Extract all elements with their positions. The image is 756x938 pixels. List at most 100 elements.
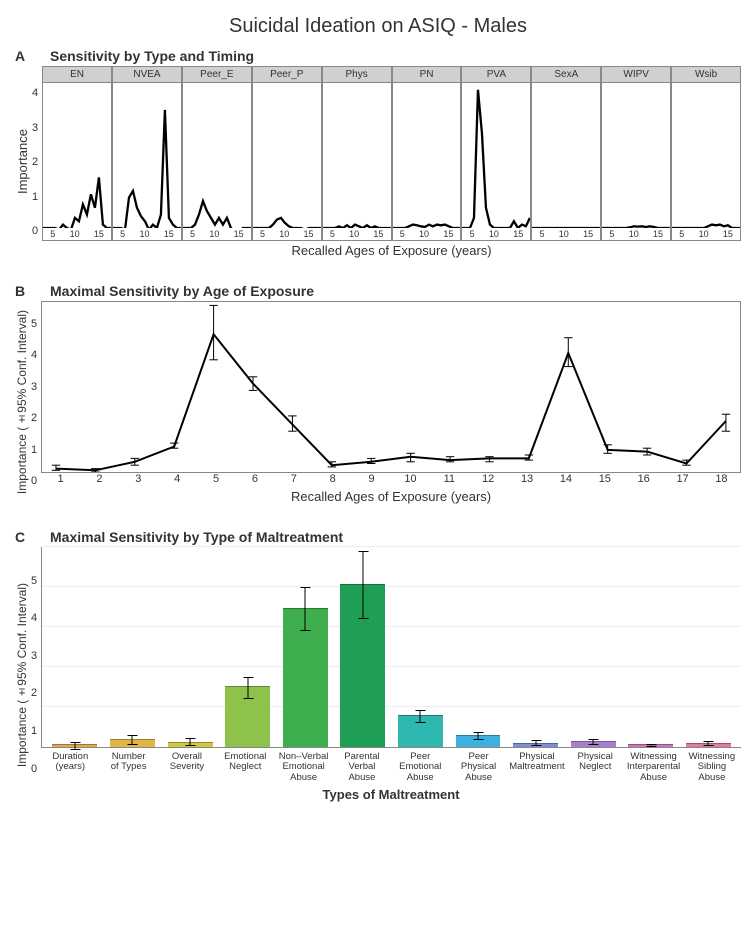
facet-plot: [602, 83, 670, 228]
facet-plot: [183, 83, 251, 228]
bar-xtick: Non–VerbalEmotionalAbuse: [274, 752, 332, 783]
xtick: 5: [120, 229, 125, 239]
panel-c-yticks: 543210: [31, 575, 41, 775]
xtick: 18: [702, 473, 741, 485]
bar-xtick: PhysicalNeglect: [566, 752, 624, 783]
xtick: 10: [699, 229, 709, 239]
panel-a-xlabel: Recalled Ages of Exposure (years): [42, 243, 741, 258]
facet-header: NVEA: [113, 67, 181, 83]
xtick: 15: [94, 229, 104, 239]
xtick: 15: [513, 229, 523, 239]
facet-header: Phys: [323, 67, 391, 83]
facet-plot: [672, 83, 740, 228]
bar-slot: [392, 547, 450, 747]
xtick: 5: [609, 229, 614, 239]
facet-PVA: PVA 5 10 15: [461, 66, 531, 241]
xtick: 4: [158, 473, 197, 485]
panel-c-xticks: Duration(years)Numberof TypesOverallSeve…: [41, 752, 741, 783]
bar-slot: [679, 547, 737, 747]
error-bar: [708, 741, 709, 746]
facet-Peer_P: Peer_P51015: [252, 66, 322, 241]
bar-slot: [46, 547, 104, 747]
error-bar: [362, 551, 363, 619]
xtick: 5: [400, 229, 405, 239]
ytick: 4: [31, 612, 37, 624]
xtick: 12: [469, 473, 508, 485]
bar-xtick: PeerPhysicalAbuse: [449, 752, 507, 783]
facet-plot: [323, 83, 391, 228]
xtick: 5: [260, 229, 265, 239]
error-bar: [420, 710, 421, 723]
xtick: 17: [663, 473, 702, 485]
xtick: 15: [585, 473, 624, 485]
ytick: 2: [32, 156, 38, 168]
facet-header: EN: [43, 67, 111, 83]
facet-NVEA: NVEA 51015: [112, 66, 182, 241]
ytick: 2: [31, 412, 37, 424]
panel-b-xlabel: Recalled Ages of Exposure (years): [41, 489, 741, 504]
facet-xticks: 51015: [183, 228, 251, 240]
ytick: 1: [32, 191, 38, 203]
xtick: 13: [508, 473, 547, 485]
bar-xtick: WitnessingInterparentalAbuse: [624, 752, 682, 783]
bar-slot: [334, 547, 392, 747]
xtick: 11: [430, 473, 469, 485]
panel-c-label: C: [15, 529, 25, 545]
xtick: 5: [679, 229, 684, 239]
ytick: 0: [31, 763, 37, 775]
panel-c-title: Maximal Sensitivity by Type of Maltreatm…: [50, 529, 741, 545]
xtick: 1: [41, 473, 80, 485]
bar-slot: [449, 547, 507, 747]
bar-xtick: WitnessingSiblingAbuse: [683, 752, 741, 783]
ytick: 4: [31, 349, 37, 361]
facet-header: PVA: [462, 67, 530, 83]
facet-Phys: Phys 51015: [322, 66, 392, 241]
xtick: 5: [197, 473, 236, 485]
facet-Peer_E: Peer_E 51015: [182, 66, 252, 241]
ytick: 2: [31, 687, 37, 699]
main-title: Suicidal Ideation on ASIQ - Males: [15, 15, 741, 38]
panel-c: C Maximal Sensitivity by Type of Maltrea…: [15, 529, 741, 802]
facet-plot: [113, 83, 181, 228]
error-bar: [477, 732, 478, 740]
xtick: 10: [419, 229, 429, 239]
facet-xticks: 51015: [323, 228, 391, 240]
xtick: 5: [540, 229, 545, 239]
bar-xtick: PeerEmotionalAbuse: [391, 752, 449, 783]
panel-b: B Maximal Sensitivity by Age of Exposure…: [15, 283, 741, 504]
xtick: 5: [470, 229, 475, 239]
xtick: 10: [489, 229, 499, 239]
ytick: 3: [31, 381, 37, 393]
ytick: 5: [31, 318, 37, 330]
xtick: 15: [583, 229, 593, 239]
panel-b-plot: [41, 301, 741, 473]
ytick: 0: [32, 225, 38, 237]
panel-a: A Sensitivity by Type and Timing Importa…: [15, 48, 741, 258]
ytick: 5: [31, 575, 37, 587]
panel-b-xticks: 123456789101112131415161718: [41, 473, 741, 485]
ytick: 4: [32, 87, 38, 99]
facet-xticks: 51015: [602, 228, 670, 240]
error-bar: [305, 587, 306, 631]
xtick: 5: [190, 229, 195, 239]
facet-xticks: 51015: [113, 228, 181, 240]
xtick: 15: [304, 229, 314, 239]
facet-header: Peer_E: [183, 67, 251, 83]
xtick: 15: [164, 229, 174, 239]
facet-Wsib: Wsib51015: [671, 66, 741, 241]
facet-xticks: 5 10 15: [462, 228, 530, 240]
facet-WIPV: WIPV 51015: [601, 66, 671, 241]
bar-slot: [507, 547, 565, 747]
error-bar: [74, 742, 75, 750]
facet-SexA: SexA51015: [531, 66, 601, 241]
panel-b-ylabel: Importance (±95% Conf. Interval): [15, 310, 29, 494]
ytick: 3: [32, 122, 38, 134]
ytick: 1: [31, 725, 37, 737]
facet-xticks: 51015: [253, 228, 321, 240]
facet-EN: EN51015: [42, 66, 112, 241]
facet-header: WIPV: [602, 67, 670, 83]
facet-plot: [43, 83, 111, 228]
xtick: 2: [80, 473, 119, 485]
error-bar: [593, 739, 594, 745]
panel-b-label: B: [15, 283, 25, 299]
